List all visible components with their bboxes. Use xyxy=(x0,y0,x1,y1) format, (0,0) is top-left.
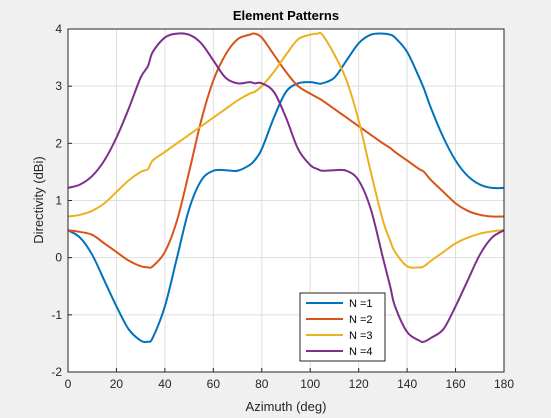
legend-label: N =2 xyxy=(349,314,373,326)
x-tick-label: 60 xyxy=(207,377,221,391)
legend-label: N =4 xyxy=(349,346,373,358)
legend-label: N =3 xyxy=(349,330,373,342)
x-tick-label: 100 xyxy=(300,377,320,391)
series-line-2 xyxy=(67,32,505,269)
series-line-3 xyxy=(67,31,505,269)
y-tick-label: 2 xyxy=(55,136,62,150)
y-tick-label: 4 xyxy=(55,22,62,36)
series-lines xyxy=(67,31,505,344)
x-tick-label: 120 xyxy=(349,377,369,391)
x-tick-label: 140 xyxy=(397,377,417,391)
y-tick-label: 3 xyxy=(55,79,62,93)
y-tick-label: -2 xyxy=(51,365,62,379)
legend-label: N =1 xyxy=(349,298,373,310)
x-tick-label: 40 xyxy=(158,377,172,391)
legend-box xyxy=(299,292,386,362)
x-tick-label: 80 xyxy=(255,377,269,391)
legend-item[interactable]: N =2 xyxy=(306,314,373,326)
y-tick-label: 0 xyxy=(55,251,62,265)
y-axis-label: Directivity (dBi) xyxy=(31,156,46,243)
axis-ticks: 0 20 40 60 80 100 120 140 160 180 -2 -1 0 1 2 3 4 xyxy=(51,22,514,391)
x-tick-label: 20 xyxy=(110,377,124,391)
x-tick-label: 160 xyxy=(446,377,466,391)
legend-item[interactable]: N =1 xyxy=(306,298,373,310)
legend-item[interactable]: N =4 xyxy=(306,346,373,358)
chart-title: Element Patterns xyxy=(233,8,339,23)
series-line-4 xyxy=(67,32,505,343)
y-tick-label: -1 xyxy=(51,308,62,322)
series-line-1 xyxy=(67,32,505,344)
legend-item[interactable]: N =3 xyxy=(306,330,373,342)
x-tick-label: 180 xyxy=(494,377,514,391)
y-tick-label: 1 xyxy=(55,194,62,208)
x-axis-label: Azimuth (deg) xyxy=(246,399,327,414)
legend[interactable]: N =1 N =2 N =3 N =4 xyxy=(299,292,386,362)
x-tick-label: 0 xyxy=(65,377,72,391)
